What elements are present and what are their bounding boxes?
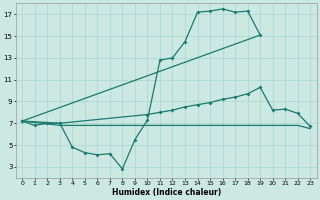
X-axis label: Humidex (Indice chaleur): Humidex (Indice chaleur): [112, 188, 221, 197]
